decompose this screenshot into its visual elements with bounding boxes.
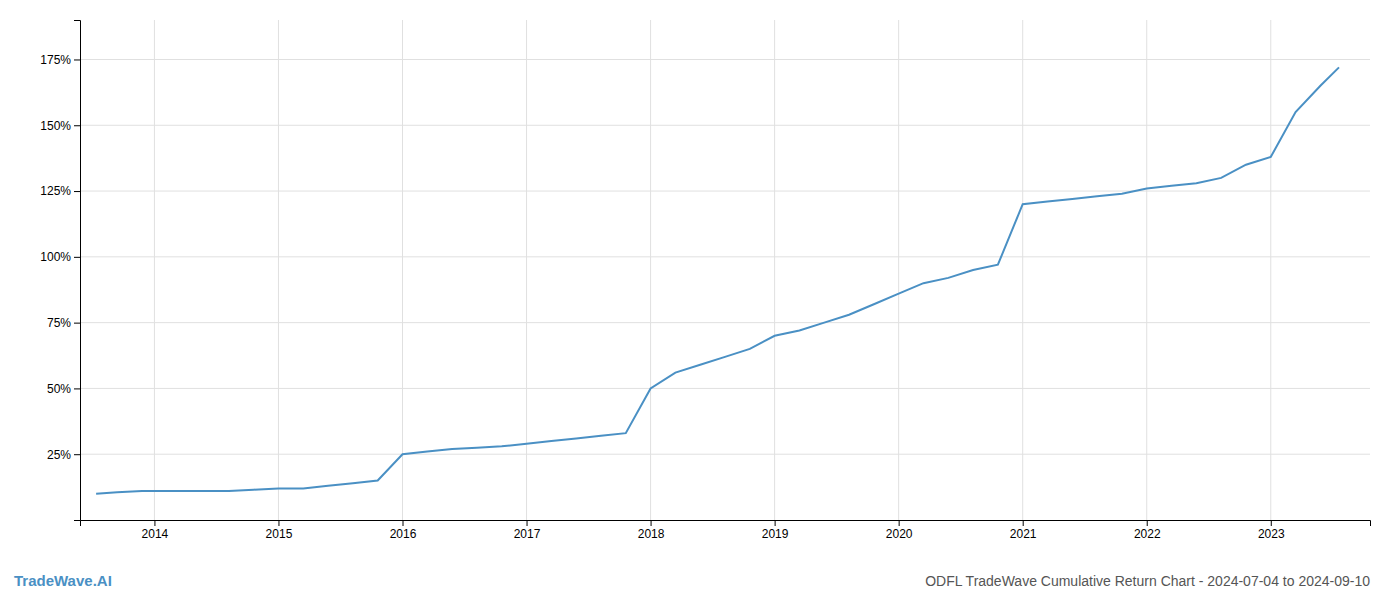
tick-label: 2015 (266, 527, 293, 541)
tick-label: 125% (40, 184, 71, 198)
tick-label: 150% (40, 119, 71, 133)
tick-label: 50% (47, 382, 71, 396)
tick-label: 2014 (142, 527, 169, 541)
tick-label: 2019 (762, 527, 789, 541)
tick: 2023 (1258, 520, 1285, 541)
tick-label: 2016 (390, 527, 417, 541)
tick-label: 75% (47, 316, 71, 330)
tick: 2018 (638, 520, 665, 541)
grid-line (80, 125, 1370, 126)
tick-label: 2021 (1010, 527, 1037, 541)
tick: 2015 (266, 520, 293, 541)
grid-line (80, 191, 1370, 192)
tick-label: 2022 (1134, 527, 1161, 541)
tick-mark (74, 191, 80, 192)
grid-line (1270, 20, 1271, 520)
tick: 175% (40, 53, 80, 67)
tick: 100% (40, 250, 80, 264)
tick-mark (651, 520, 652, 526)
tick-mark (74, 323, 80, 324)
tick-mark (1023, 520, 1024, 526)
line (96, 67, 1339, 493)
tick-label: 2017 (514, 527, 541, 541)
tick-mark (154, 520, 155, 526)
grid (80, 20, 1370, 520)
grid-line (80, 454, 1370, 455)
axis-line (74, 21, 81, 521)
tick-mark (775, 520, 776, 526)
grid-line (650, 20, 651, 520)
grid-line (80, 388, 1370, 389)
plot: 2014 2015 2016 2017 2018 2019 2020 2021 2022 2023… (40, 20, 1370, 541)
tick: 125% (40, 184, 80, 198)
grid-line (526, 20, 527, 520)
tick-mark (403, 520, 404, 526)
chart: 2014 2015 2016 2017 2018 2019 2020 2021 2022 2023… (0, 0, 1400, 600)
grid-line (80, 256, 1370, 257)
tick: 2014 (142, 520, 169, 541)
grid-line (1022, 20, 1023, 520)
tick: 25% (47, 448, 80, 462)
tick-mark (278, 520, 279, 526)
tick-mark (1271, 520, 1272, 526)
tick: 2019 (762, 520, 789, 541)
grid-line (80, 322, 1370, 323)
grid-line (80, 59, 1370, 60)
tick-mark (74, 59, 80, 60)
axis-line (81, 521, 1371, 527)
grid-line (278, 20, 279, 520)
tick-label: 100% (40, 250, 71, 264)
tick-mark (527, 520, 528, 526)
grid-line (1146, 20, 1147, 520)
tick: 75% (47, 316, 80, 330)
tick: 2022 (1134, 520, 1161, 541)
tick-mark (74, 388, 80, 389)
tick: 50% (47, 382, 80, 396)
tick-label: 2023 (1258, 527, 1285, 541)
tick-label: 25% (47, 448, 71, 462)
tick: 2017 (514, 520, 541, 541)
annotation: TradeWave.AI (14, 572, 112, 589)
tick: 150% (40, 119, 80, 133)
tick-mark (74, 125, 80, 126)
grid-line (898, 20, 899, 520)
marks (96, 67, 1339, 493)
y-axis: 25% 50% 75% 100% 125% 150% 175% (40, 21, 80, 521)
tick-label: 2020 (886, 527, 913, 541)
grid-line (402, 20, 403, 520)
tick-mark (899, 520, 900, 526)
x-axis: 2014 2015 2016 2017 2018 2019 2020 2021 2022 2023 (81, 520, 1371, 541)
title: ODFL TradeWave Cumulative Return Chart -… (925, 573, 1370, 589)
tick: 2016 (390, 520, 417, 541)
tick-label: 2018 (638, 527, 665, 541)
grid-line (774, 20, 775, 520)
tick-mark (74, 257, 80, 258)
grid-line (154, 20, 155, 520)
tick-mark (74, 454, 80, 455)
tick: 2021 (1010, 520, 1037, 541)
tick: 2020 (886, 520, 913, 541)
tick-label: 175% (40, 53, 71, 67)
tick-mark (1147, 520, 1148, 526)
